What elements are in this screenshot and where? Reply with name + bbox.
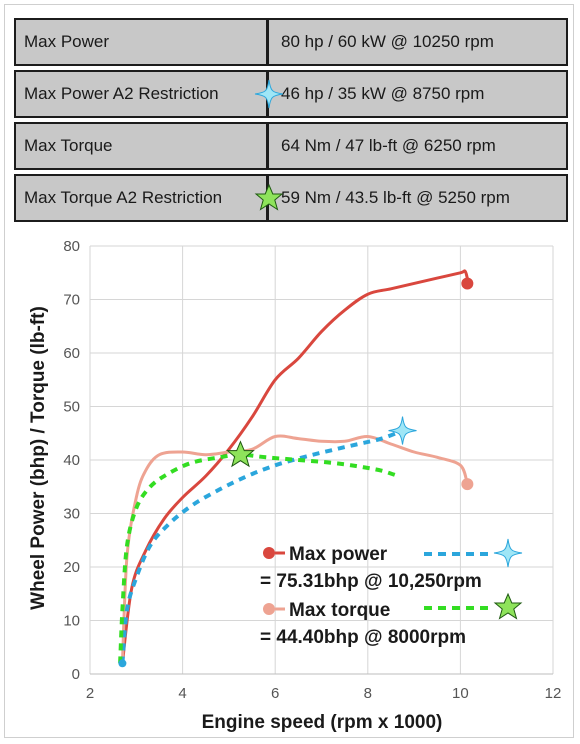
spec-row-max-power-a2: Max Power A2 Restriction 46 hp / 35 kW @…: [14, 70, 568, 118]
series-line-max-power: [120, 269, 472, 665]
y-tick-label: 20: [63, 559, 80, 576]
series-line-a2-torque: [118, 452, 399, 664]
spec-value: 46 hp / 35 kW @ 8750 rpm: [269, 70, 568, 118]
green-star-marker: [226, 440, 255, 468]
spec-row-max-torque: Max Torque 64 Nm / 47 lb-ft @ 6250 rpm: [14, 122, 568, 170]
y-axis-title: Wheel Power (bhp) / Torque (lb-ft): [28, 306, 49, 610]
green-star-icon: [493, 592, 523, 620]
spec-value: 64 Nm / 47 lb-ft @ 6250 rpm: [269, 122, 568, 170]
power-annotation-detail: = 75.31bhp @ 10,250rpm: [260, 571, 482, 592]
y-tick-label: 60: [63, 345, 80, 362]
cyan-star-icon: [254, 79, 284, 109]
y-tick-label: 40: [63, 452, 80, 469]
x-tick-label: 2: [86, 685, 94, 702]
power-annotation-title: Max power: [289, 544, 388, 565]
x-tick-label: 10: [452, 685, 469, 702]
series-line-max-torque: [120, 434, 469, 665]
series-end-dot: [461, 277, 474, 290]
torque-legend-dot: [263, 603, 275, 615]
torque-annotation-title: Max torque: [289, 600, 390, 621]
y-tick-label: 0: [72, 666, 80, 683]
green-star-icon: [254, 183, 284, 211]
y-tick-label: 50: [63, 399, 80, 416]
spec-value: 59 Nm / 43.5 lb-ft @ 5250 rpm: [269, 174, 568, 222]
torque-annotation-detail: = 44.40bhp @ 8000rpm: [260, 627, 466, 648]
chart-markers: [118, 277, 474, 668]
cyan-star-marker: [388, 416, 417, 445]
spec-row-max-power: Max Power 80 hp / 60 kW @ 10250 rpm: [14, 18, 568, 66]
chart-series: [118, 269, 472, 665]
x-tick-label: 4: [178, 685, 186, 702]
y-tick-label: 80: [63, 238, 80, 255]
chart-ticks: 2 4 6 8 10 12 0 10 20 30 40 50 60 70 80: [63, 238, 561, 702]
spec-label: Max Power A2 Restriction: [24, 84, 219, 103]
spec-label: Max Torque: [14, 122, 269, 170]
series-end-dot: [461, 478, 474, 491]
y-tick-label: 10: [63, 613, 80, 630]
series-start-dot: [118, 659, 127, 668]
spec-label-cell: Max Torque A2 Restriction: [14, 174, 284, 222]
y-tick-label: 30: [63, 506, 80, 523]
power-torque-chart: 2 4 6 8 10 12 0 10 20 30 40 50 60 70 80 Engine speed (…: [28, 238, 561, 733]
x-tick-label: 8: [364, 685, 372, 702]
spec-table: Max Power 80 hp / 60 kW @ 10250 rpm Max …: [14, 14, 568, 226]
cyan-star-icon: [493, 538, 523, 568]
y-tick-label: 70: [63, 292, 80, 309]
x-tick-label: 12: [545, 685, 562, 702]
chart-legend: Max power = 75.31bhp @ 10,250rpm Max tor…: [260, 538, 523, 648]
x-tick-label: 6: [271, 685, 279, 702]
spec-value: 80 hp / 60 kW @ 10250 rpm: [269, 18, 568, 66]
spec-label: Max Power: [14, 18, 269, 66]
spec-label: Max Torque A2 Restriction: [24, 188, 223, 207]
x-axis-title: Engine speed (rpm x 1000): [202, 712, 443, 733]
series-line-a2-power: [120, 428, 404, 664]
power-legend-dot: [263, 547, 275, 559]
spec-row-max-torque-a2: Max Torque A2 Restriction 59 Nm / 43.5 l…: [14, 174, 568, 222]
spec-label-cell: Max Power A2 Restriction: [14, 70, 284, 118]
